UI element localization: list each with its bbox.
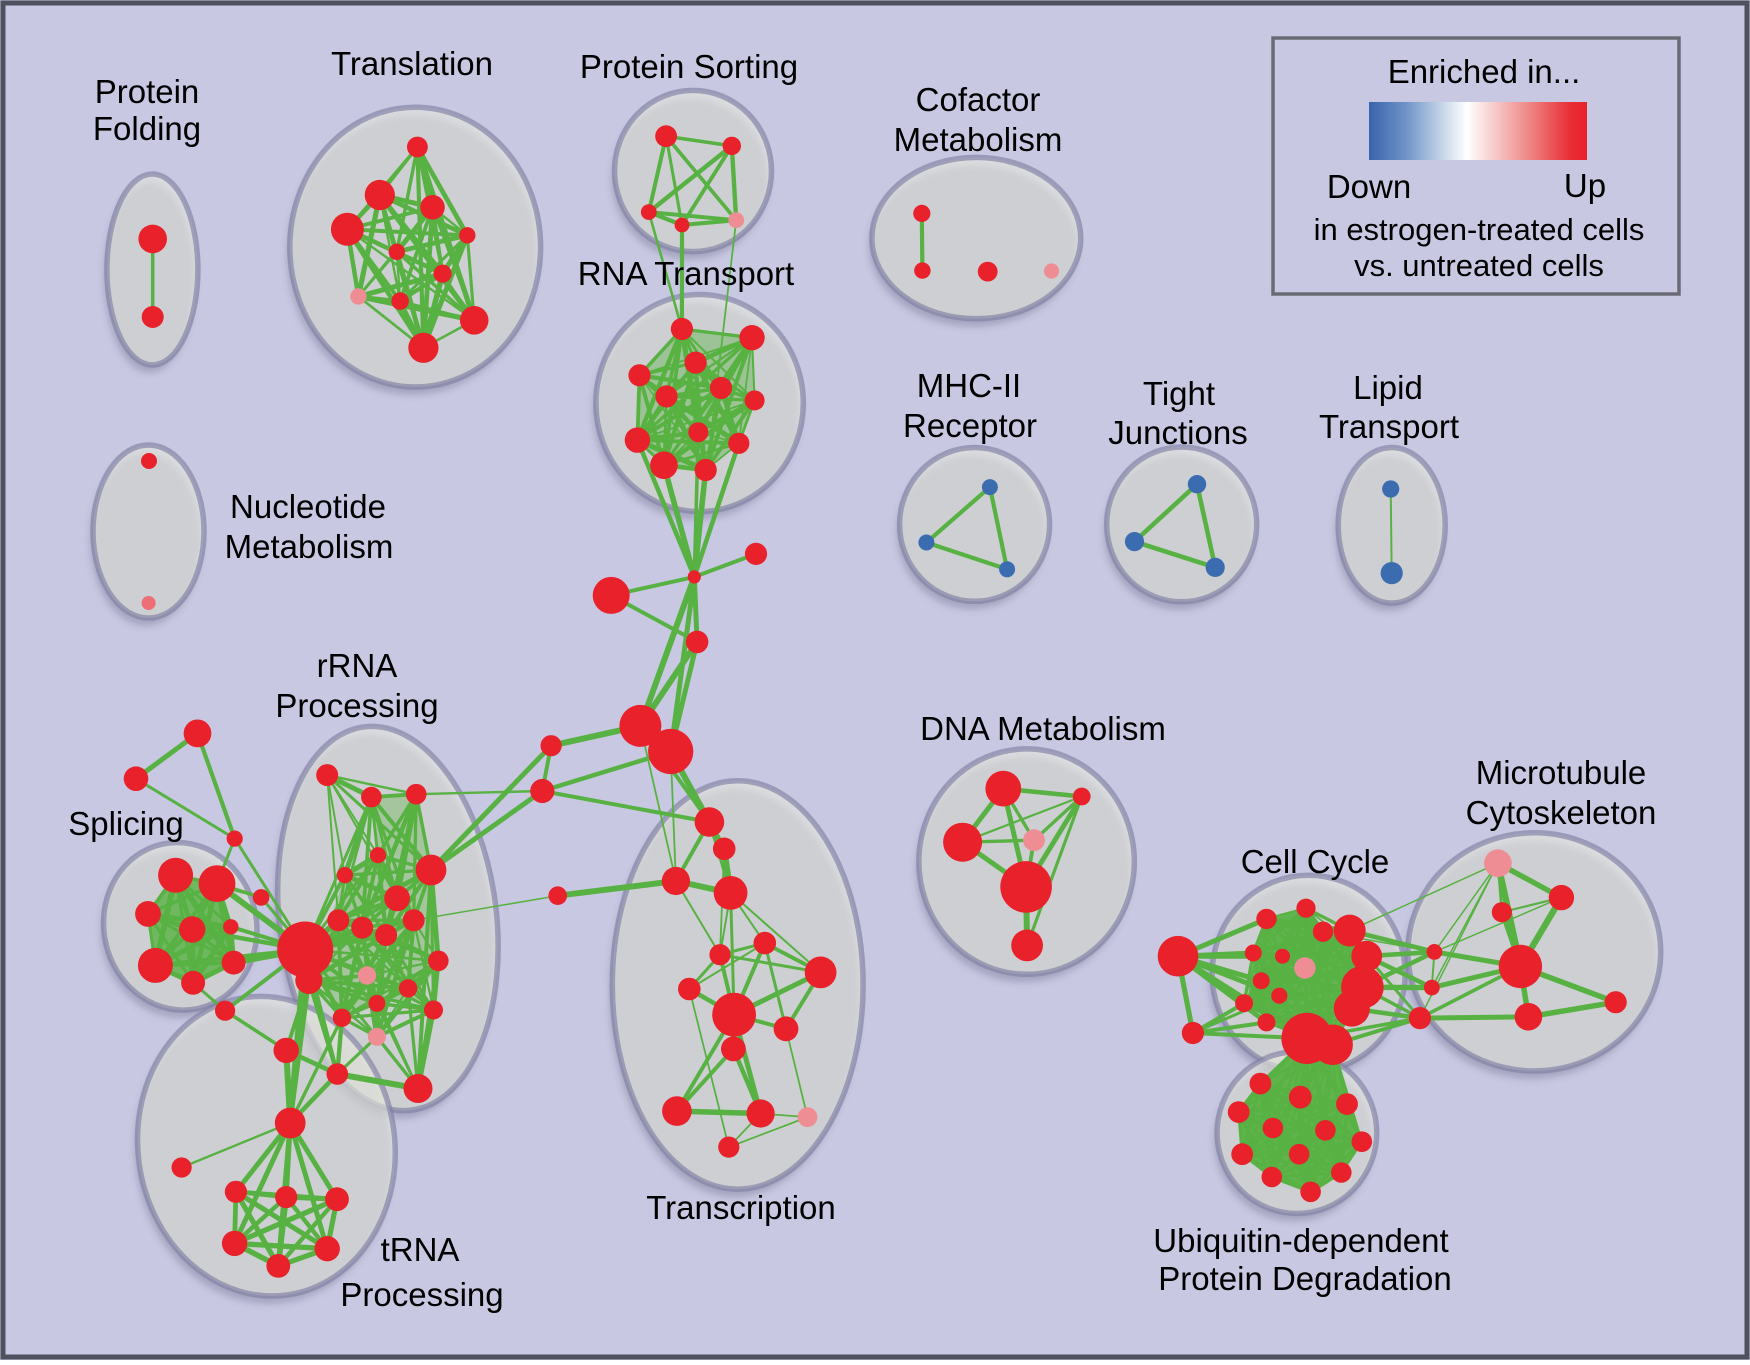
svg-text:tRNA: tRNA <box>381 1231 460 1268</box>
svg-text:Lipid: Lipid <box>1353 369 1423 406</box>
svg-text:Splicing: Splicing <box>68 805 184 842</box>
svg-text:Folding: Folding <box>93 110 201 147</box>
svg-text:Junctions: Junctions <box>1108 414 1247 451</box>
svg-text:rRNA: rRNA <box>317 647 398 684</box>
svg-text:Down: Down <box>1327 168 1411 205</box>
svg-text:Nucleotide: Nucleotide <box>230 488 386 525</box>
svg-text:Protein Degradation: Protein Degradation <box>1158 1260 1452 1297</box>
svg-text:Receptor: Receptor <box>903 407 1037 444</box>
svg-text:Protein Sorting: Protein Sorting <box>580 48 798 85</box>
svg-text:MHC-II: MHC-II <box>917 367 1021 404</box>
svg-text:Metabolism: Metabolism <box>894 121 1063 158</box>
svg-text:Translation: Translation <box>331 45 493 82</box>
svg-text:Transcription: Transcription <box>646 1189 836 1226</box>
svg-text:Cofactor: Cofactor <box>916 81 1041 118</box>
svg-text:in estrogen-treated cells: in estrogen-treated cells <box>1314 212 1645 247</box>
svg-text:vs. untreated cells: vs. untreated cells <box>1354 248 1604 283</box>
svg-text:Enriched in...: Enriched in... <box>1388 53 1581 90</box>
svg-text:Metabolism: Metabolism <box>225 528 394 565</box>
svg-text:Microtubule: Microtubule <box>1476 754 1647 791</box>
svg-text:Processing: Processing <box>340 1276 503 1313</box>
svg-text:Tight: Tight <box>1143 375 1215 412</box>
svg-text:DNA Metabolism: DNA Metabolism <box>920 710 1166 747</box>
svg-text:Up: Up <box>1564 167 1606 204</box>
svg-text:Transport: Transport <box>1319 408 1459 445</box>
svg-text:Processing: Processing <box>275 687 438 724</box>
svg-text:Cell Cycle: Cell Cycle <box>1241 843 1390 880</box>
svg-text:Cytoskeleton: Cytoskeleton <box>1466 794 1657 831</box>
svg-text:Ubiquitin-dependent: Ubiquitin-dependent <box>1153 1222 1448 1259</box>
svg-text:Protein: Protein <box>95 73 200 110</box>
svg-text:RNA Transport: RNA Transport <box>578 255 794 292</box>
